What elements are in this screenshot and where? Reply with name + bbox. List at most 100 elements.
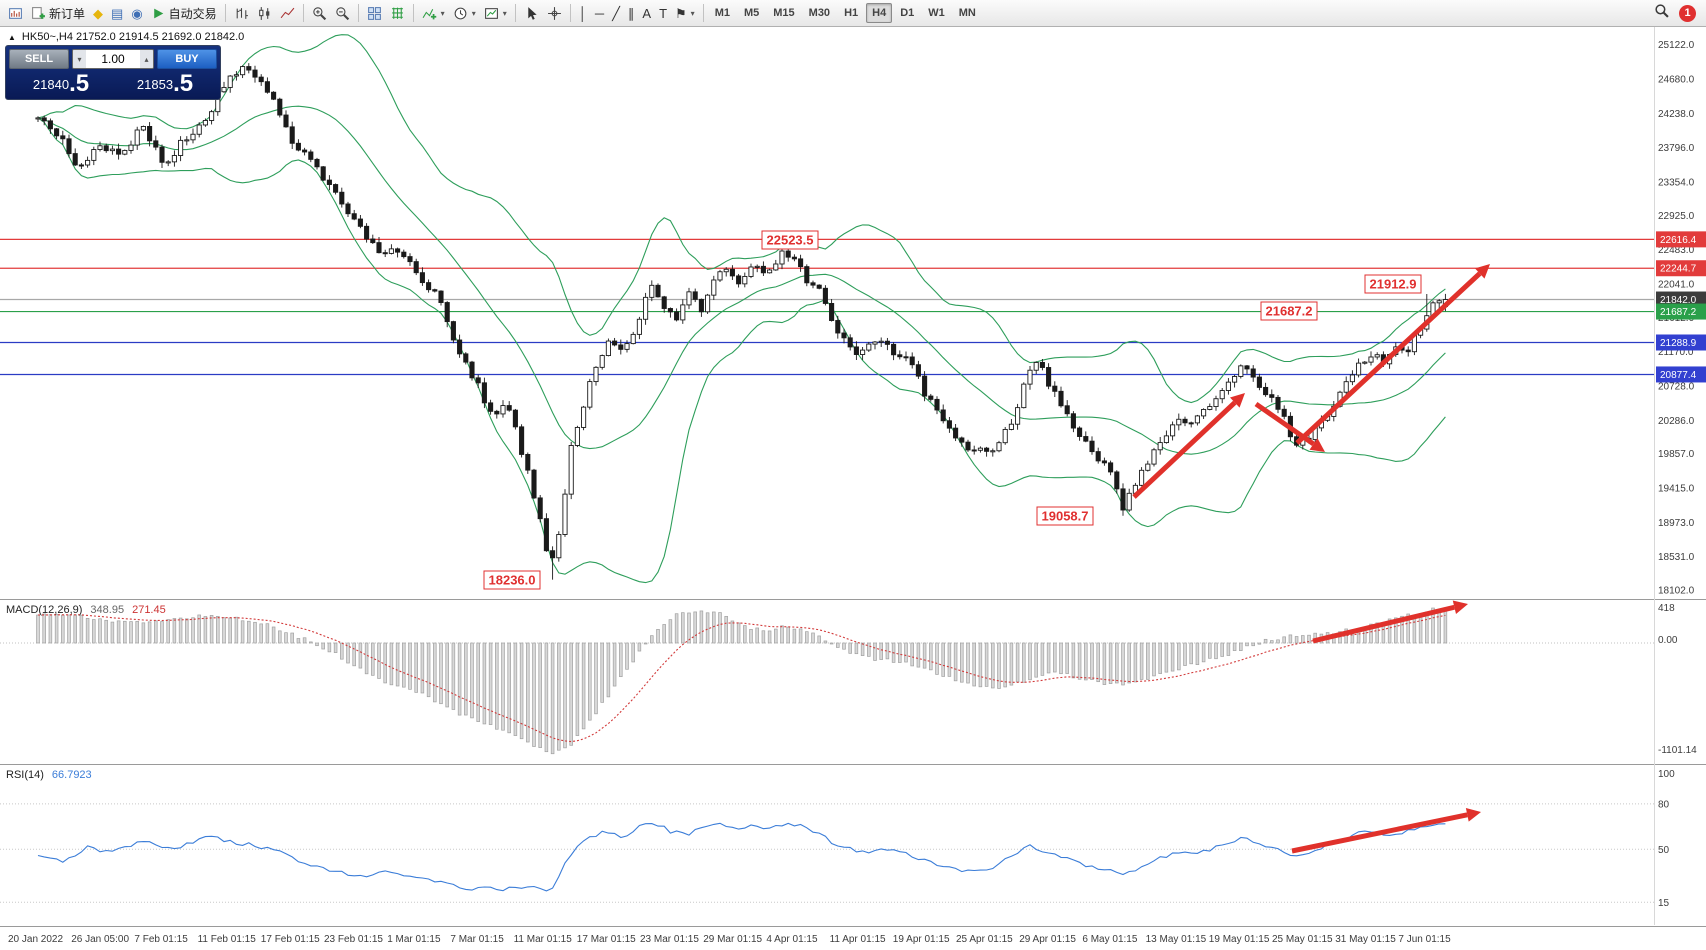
macd-bar — [798, 628, 803, 644]
trendline-icon[interactable]: ╱ — [608, 2, 624, 24]
vertical-line-icon[interactable]: │ — [575, 2, 591, 24]
trend-arrow-head[interactable] — [1452, 600, 1468, 615]
trend-arrow[interactable] — [1291, 812, 1468, 854]
market-watch-icon[interactable]: ▤ — [107, 2, 127, 24]
timeframe-mn[interactable]: MN — [958, 7, 976, 19]
macd-bar — [1257, 642, 1262, 645]
macd-bar — [848, 642, 852, 654]
equidistant-channel-icon[interactable]: ∥ — [624, 2, 639, 24]
indicators-icon[interactable]: ▾ — [418, 2, 449, 24]
macd-bar — [178, 617, 183, 644]
macd-bar — [1158, 642, 1162, 674]
x-axis-label: 31 May 01:15 — [1335, 934, 1396, 945]
candle-body — [202, 120, 208, 126]
data-window-icon[interactable]: ◉ — [127, 2, 146, 24]
sell-button[interactable]: SELL — [9, 49, 69, 69]
zoom-out-icon[interactable] — [331, 2, 354, 24]
volume-decrease-button[interactable]: ▾ — [73, 50, 86, 68]
alerts-icon[interactable]: ◆ — [89, 2, 107, 24]
chart-window-icon[interactable] — [4, 2, 27, 24]
timeframe-m15[interactable]: M15 — [773, 7, 795, 19]
timeframe-m1[interactable]: M1 — [714, 7, 730, 19]
candle-body — [748, 266, 754, 277]
macd-bar — [811, 632, 815, 644]
templates-icon[interactable]: ▾ — [480, 2, 511, 24]
vertical-line-icon: │ — [578, 5, 587, 21]
candle-body — [525, 453, 531, 471]
macd-bar — [234, 616, 239, 644]
new-order-button[interactable]: 新订单 — [27, 2, 89, 24]
zoom-in-icon[interactable] — [308, 2, 331, 24]
price-annotation[interactable]: 21912.9 — [1364, 274, 1422, 294]
macd-bar — [1214, 642, 1218, 660]
trend-arrow-head[interactable] — [1474, 264, 1490, 279]
price-annotation[interactable]: 21687.2 — [1260, 301, 1318, 321]
periods-icon[interactable]: ▾ — [449, 2, 480, 24]
line-chart-icon[interactable] — [276, 2, 299, 24]
timeframe-d1[interactable]: D1 — [900, 7, 915, 19]
y-axis-tick: 21170.0 — [1658, 347, 1694, 358]
trend-arrow[interactable] — [1295, 271, 1482, 445]
price-axis-box-label: 20877.4 — [1660, 370, 1697, 381]
macd-bar — [581, 642, 586, 730]
notification-badge[interactable]: 1 — [1679, 4, 1696, 22]
timeframe-w1[interactable]: W1 — [928, 7, 945, 19]
candle-body — [463, 353, 469, 363]
macd-bar — [879, 642, 883, 660]
toolbar-separator — [412, 4, 414, 22]
trend-arrow-head[interactable] — [1229, 393, 1245, 408]
zoom-in-icon — [312, 6, 327, 21]
candle-body — [618, 344, 624, 350]
trend-arrow[interactable] — [1312, 604, 1455, 644]
trend-arrow-head[interactable] — [1309, 438, 1325, 452]
candle-body — [829, 303, 835, 321]
macd-bar — [1307, 634, 1311, 644]
price-annotation[interactable]: 18236.0 — [483, 570, 541, 590]
candle-body — [574, 426, 580, 446]
trend-arrow[interactable] — [1132, 400, 1237, 499]
price-annotation[interactable]: 19058.7 — [1036, 506, 1094, 526]
horizontal-line-icon[interactable]: ─ — [591, 2, 608, 24]
volume-increase-button[interactable]: ▴ — [140, 50, 153, 68]
timeframe-h4[interactable]: H4 — [866, 3, 893, 23]
trend-arrow-head[interactable] — [1465, 807, 1481, 822]
candle-body — [1232, 376, 1238, 383]
text-label-icon[interactable]: T — [655, 2, 671, 24]
candle-body — [791, 256, 797, 260]
toolbar: 新订单 ◆ ▤ ◉ 自动交易 ▾ ▾ ▾ │ ─ ╱ ∥ A T ⚑ ▾ M1 M5 M15 M30 H1 H4 D1 W1 M… — [0, 0, 1706, 27]
bar-chart-icon[interactable] — [230, 2, 253, 24]
auto-arrange-icon[interactable] — [386, 2, 409, 24]
macd-bar — [116, 620, 121, 644]
candle-body — [364, 225, 370, 240]
macd-bar — [1022, 642, 1026, 683]
timeframe-m5[interactable]: M5 — [743, 7, 760, 19]
chart-ohlc-text: HK50~,H4 21752.0 21914.5 21692.0 21842.0 — [21, 31, 245, 43]
tile-windows-icon[interactable] — [363, 2, 386, 24]
autotrading-button[interactable]: 自动交易 — [147, 2, 221, 24]
macd-bar — [61, 614, 65, 644]
candlestick-chart-icon[interactable] — [253, 2, 276, 24]
buy-button[interactable]: BUY — [157, 49, 217, 69]
macd-bar — [1239, 642, 1243, 651]
macd-bar — [755, 627, 759, 644]
text-icon[interactable]: A — [638, 2, 655, 24]
macd-bar — [1375, 622, 1379, 644]
price-annotation[interactable]: 22523.5 — [761, 230, 819, 250]
y-axis-tick: 25122.0 — [1658, 40, 1695, 51]
cursor-icon[interactable] — [520, 2, 543, 24]
macd-bar — [550, 642, 555, 755]
candle-body — [773, 263, 779, 271]
candle-body — [35, 117, 41, 120]
timeframe-m30[interactable]: M30 — [808, 7, 831, 19]
panel-collapse-icon[interactable]: ▲ — [8, 32, 16, 42]
macd-bar — [842, 642, 846, 650]
candle-body — [1139, 469, 1145, 486]
macd-bar — [1369, 623, 1373, 644]
crosshair-icon[interactable] — [543, 2, 566, 24]
arrows-tool-icon[interactable]: ⚑ ▾ — [671, 2, 699, 24]
search-icon[interactable] — [1654, 3, 1669, 23]
candle-body — [705, 294, 711, 313]
timeframe-h1[interactable]: H1 — [844, 7, 859, 19]
volume-input[interactable] — [86, 50, 140, 68]
